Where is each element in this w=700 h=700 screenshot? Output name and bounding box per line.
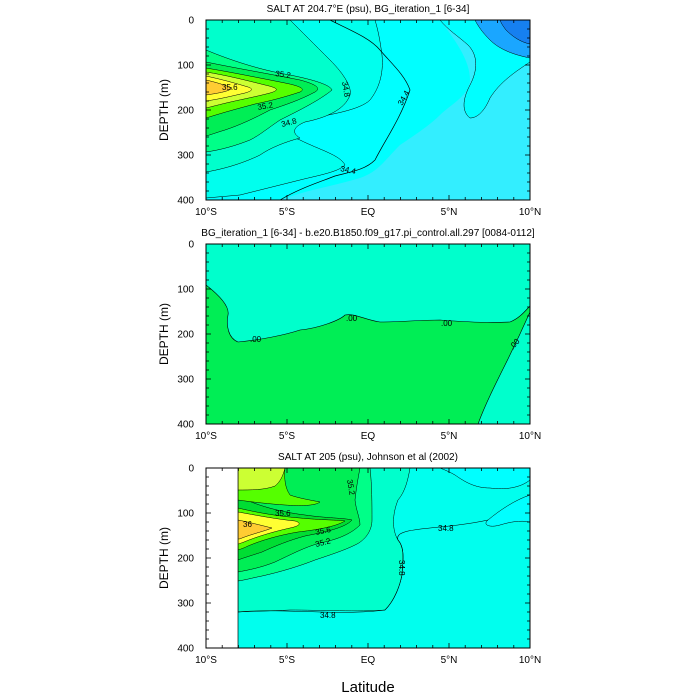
panel-2-yticks: 0 100 200 300 400 bbox=[177, 240, 530, 431]
panel-1-ylabel: DEPTH (m) bbox=[157, 79, 171, 141]
clabel: 35.6 bbox=[222, 83, 238, 92]
x-tick-label: 10°S bbox=[195, 431, 217, 442]
y-tick-label: 300 bbox=[177, 375, 194, 386]
y-tick-label: 0 bbox=[188, 464, 194, 475]
x-tick-label: 5°N bbox=[441, 431, 458, 442]
y-tick-label: 300 bbox=[177, 599, 194, 610]
panel-3-filled-contours bbox=[237, 468, 530, 648]
band-34.4-wedge bbox=[485, 494, 530, 527]
x-tick-label: EQ bbox=[361, 207, 376, 218]
y-tick-label: 400 bbox=[177, 196, 194, 207]
x-tick-label: 10°N bbox=[519, 207, 541, 218]
clabel: 35.2 bbox=[257, 100, 274, 112]
y-tick-label: 400 bbox=[177, 420, 194, 431]
clabel: .00 bbox=[250, 335, 262, 344]
panel-3-title: SALT AT 205 (psu), Johnson et al (2002) bbox=[278, 452, 458, 463]
clabel: 34.8 bbox=[280, 116, 298, 129]
x-tick-label: 5°S bbox=[279, 431, 296, 442]
y-tick-label: 200 bbox=[177, 554, 194, 565]
panel-2-title: BG_iteration_1 [6-34] - b.e20.B1850.f09_… bbox=[201, 228, 535, 239]
y-tick-label: 300 bbox=[177, 151, 194, 162]
panel-1-yticks: 0 100 200 300 400 bbox=[177, 16, 530, 207]
clabel: 36 bbox=[243, 520, 252, 529]
contour-34.8-lower bbox=[237, 519, 489, 613]
clabel: .00 bbox=[441, 319, 453, 328]
band-35.8 bbox=[237, 468, 286, 491]
x-tick-label: 10°S bbox=[195, 655, 217, 666]
clabel: 34.8 bbox=[320, 611, 336, 620]
band-36.0 bbox=[237, 519, 273, 540]
panel-2: BG_iteration_1 [6-34] - b.e20.B1850.f09_… bbox=[157, 228, 541, 442]
panel-3-blank bbox=[206, 468, 238, 648]
diff-negative-band bbox=[206, 284, 530, 424]
y-tick-label: 100 bbox=[177, 61, 194, 72]
panel-3: SALT AT 205 (psu), Johnson et al (2002) … bbox=[157, 452, 541, 666]
band-top-left bbox=[206, 20, 290, 50]
clabel: 35.6 bbox=[315, 525, 333, 537]
y-tick-label: 200 bbox=[177, 330, 194, 341]
x-tick-label: 10°S bbox=[195, 207, 217, 218]
x-tick-label: EQ bbox=[361, 655, 376, 666]
x-tick-label: 10°N bbox=[519, 655, 541, 666]
clabel: 34.4 bbox=[340, 164, 358, 176]
x-tick-label: 5°S bbox=[279, 207, 296, 218]
y-tick-label: 100 bbox=[177, 285, 194, 296]
panel-3-xticks: 10°S 5°S EQ 5°N 10°N bbox=[195, 468, 541, 666]
panel-2-xticks: 10°S 5°S EQ 5°N 10°N bbox=[195, 244, 541, 442]
clabel: .00 bbox=[346, 314, 358, 323]
panel-1-contour-labels: 35.2 35.6 35.2 34.8 34.8 34.4 34.4 bbox=[222, 69, 412, 176]
x-axis-label: Latitude bbox=[341, 679, 394, 696]
panel-1-xticks: 10°S 5°S EQ 5°N 10°N bbox=[195, 20, 541, 218]
x-tick-label: EQ bbox=[361, 431, 376, 442]
panel-3-contour-labels: 35.2 35.6 36 35.6 35.2 34.8 34.8 34.8 bbox=[243, 479, 454, 620]
panel-2-filled-contours bbox=[206, 244, 530, 424]
clabel: 34.8 bbox=[438, 524, 454, 533]
clabel: 34.8 bbox=[397, 560, 406, 576]
band-dark bbox=[499, 20, 530, 45]
contour-34.4 bbox=[279, 20, 411, 200]
x-tick-label: 10°N bbox=[519, 431, 541, 442]
y-tick-label: 0 bbox=[188, 16, 194, 27]
x-tick-label: 5°S bbox=[279, 655, 296, 666]
clabel: 34.8 bbox=[340, 81, 352, 98]
y-tick-label: 0 bbox=[188, 240, 194, 251]
x-tick-label: 5°N bbox=[441, 207, 458, 218]
band-34.4-right bbox=[439, 468, 530, 489]
y-tick-label: 200 bbox=[177, 106, 194, 117]
panel-3-yticks: 0 100 200 300 400 bbox=[177, 464, 530, 655]
x-tick-label: 5°N bbox=[441, 655, 458, 666]
panel-2-ylabel: DEPTH (m) bbox=[157, 303, 171, 365]
clabel: 35.6 bbox=[275, 509, 291, 518]
panel-1: SALT AT 204.7°E (psu), BG_iteration_1 [6… bbox=[157, 4, 541, 218]
band-35.9 bbox=[206, 79, 233, 96]
clabel: 35.2 bbox=[345, 479, 357, 496]
clabel: 35.2 bbox=[314, 536, 332, 549]
y-tick-label: 400 bbox=[177, 644, 194, 655]
panel-3-ylabel: DEPTH (m) bbox=[157, 527, 171, 589]
panel-1-title: SALT AT 204.7°E (psu), BG_iteration_1 [6… bbox=[267, 4, 470, 15]
clabel: 35.2 bbox=[275, 69, 292, 80]
panel-1-filled-contours bbox=[206, 20, 530, 200]
y-tick-label: 100 bbox=[177, 509, 194, 520]
